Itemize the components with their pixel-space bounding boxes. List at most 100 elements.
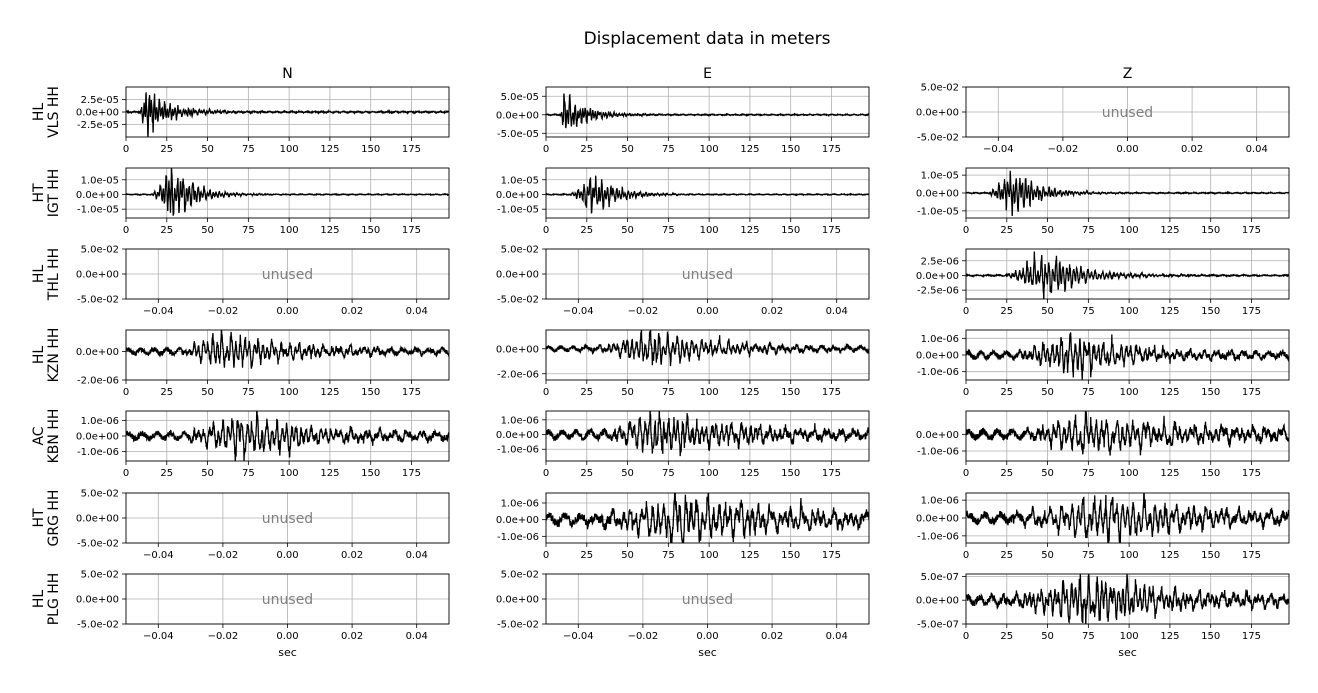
x-tick-label: 50 — [621, 387, 634, 398]
x-tick-label: 0.04 — [1246, 144, 1268, 155]
panel-r6-c2: 0 25 50 75 100 125 150 175 5.0e-07 0.0e+00 -5.0e-0… — [916, 572, 1290, 659]
row-station-label: PLG HH — [46, 573, 62, 626]
y-tick-label: 1.0e-06 — [501, 415, 539, 426]
x-tick-label: 25 — [160, 387, 173, 398]
row-label-3: HL KZN HH — [31, 328, 62, 383]
x-tick-label: 150 — [1201, 225, 1220, 236]
axes-frame — [125, 329, 450, 381]
x-tick-label: 0.00 — [276, 631, 298, 642]
x-tick-label: 100 — [1120, 225, 1139, 236]
x-tick-label: 150 — [781, 550, 800, 561]
panel-r4-c2: 0 25 50 75 100 125 150 175 0.0e+00 -1.0e-06 — [916, 410, 1290, 479]
x-tick-label: 0.00 — [696, 306, 718, 317]
x-tick-label: 125 — [320, 387, 339, 398]
x-tick-label: 50 — [201, 387, 214, 398]
x-tick-label: 0 — [543, 225, 549, 236]
x-tick-label: 150 — [781, 144, 800, 155]
waveform-trace — [126, 330, 449, 369]
panel-r0-c2: unused −0.04 −0.02 0.00 0.02 0.04 5.0e-02 0.0e+… — [916, 83, 1290, 155]
panel-r0-c0: 0 25 50 75 100 125 150 175 2.5e-05 0.0e+00-2.5e-0… — [76, 86, 450, 155]
row-label-2: HL THL HH — [31, 248, 62, 301]
x-tick-label: 75 — [242, 387, 255, 398]
x-tick-label: 75 — [662, 550, 675, 561]
x-tick-label: 75 — [1082, 468, 1095, 479]
panels: 0 25 50 75 100 125 150 1752.5e-050.0e+00-2.5e-0… — [76, 83, 1290, 659]
y-tick-label: 5.0e-02 — [81, 570, 119, 581]
waveform-trace — [546, 175, 869, 214]
x-tick-label: 25 — [1000, 306, 1013, 317]
y-tick-label: 0.0e+00 — [496, 595, 539, 606]
y-tick-label: -1.0e-06 — [497, 532, 539, 543]
waveform-trace — [126, 168, 449, 216]
x-tick-label: −0.02 — [628, 631, 659, 642]
y-tick-label: -5.0e-02 — [497, 295, 539, 306]
x-tick-label: 150 — [361, 468, 380, 479]
x-tick-label: 150 — [781, 387, 800, 398]
x-tick-label: 50 — [621, 225, 634, 236]
x-tick-label: 0 — [543, 144, 549, 155]
row-label-1: HT IGT HH — [31, 169, 62, 218]
y-tick-label: 0.0e+00 — [76, 595, 119, 606]
x-tick-label: −0.02 — [208, 550, 239, 561]
x-tick-label: 175 — [1242, 468, 1261, 479]
x-tick-label: 125 — [1160, 631, 1179, 642]
panel-r5-c2: 0 25 50 75 100 125 150 175 1.0e-06 0.0e+00 -1.0e-0… — [916, 492, 1290, 561]
y-tick-label: -5.0e-02 — [77, 620, 119, 631]
x-tick-label: 175 — [1242, 550, 1261, 561]
x-tick-label: 50 — [1041, 468, 1054, 479]
x-tick-label: 175 — [1242, 306, 1261, 317]
axes-frame — [545, 410, 870, 462]
x-tick-label: 150 — [1201, 306, 1220, 317]
x-tick-label: 125 — [1160, 550, 1179, 561]
waveform-trace — [126, 92, 449, 137]
y-tick-label: -1.0e-06 — [917, 447, 959, 458]
y-tick-label: 0.0e+00 — [496, 110, 539, 121]
y-tick-label: 0.0e+00 — [76, 270, 119, 281]
y-tick-label: 0.0e+00 — [496, 344, 539, 355]
x-tick-label: 100 — [700, 225, 719, 236]
panel-r1-c1: 0 25 50 75 100 125 150 175 1.0e-05 0.0e+00 -1.0e-0… — [496, 167, 870, 236]
x-tick-label: 25 — [580, 144, 593, 155]
x-tick-label: 0 — [543, 468, 549, 479]
x-tick-label: 25 — [580, 550, 593, 561]
x-tick-label: 125 — [320, 225, 339, 236]
x-tick-label: 0.04 — [406, 550, 428, 561]
x-tick-label: 125 — [1160, 225, 1179, 236]
x-tick-label: 25 — [1000, 468, 1013, 479]
x-tick-label: 125 — [740, 387, 759, 398]
y-tick-label: 0.0e+00 — [76, 190, 119, 201]
x-tick-label: −0.04 — [143, 306, 174, 317]
y-tick-label: -2.0e-06 — [77, 376, 119, 387]
x-tick-label: 150 — [1201, 550, 1220, 561]
unused-label: unused — [262, 511, 313, 527]
y-tick-label: -1.0e-06 — [497, 445, 539, 456]
y-tick-label: -1.0e-06 — [917, 531, 959, 542]
x-tick-label: 75 — [1082, 225, 1095, 236]
x-tick-label: 25 — [160, 468, 173, 479]
x-tick-label: 175 — [1242, 631, 1261, 642]
x-tick-label: 25 — [580, 225, 593, 236]
x-tick-label: 75 — [1082, 306, 1095, 317]
row-label-0: HL VLS HH — [31, 86, 62, 138]
y-tick-label: 1.0e-06 — [81, 416, 119, 427]
x-tick-label: 125 — [740, 225, 759, 236]
x-tick-label: 150 — [361, 387, 380, 398]
unused-label: unused — [262, 267, 313, 283]
row-station-label: VLS HH — [46, 86, 62, 138]
x-tick-label: 150 — [1201, 387, 1220, 398]
unused-label: unused — [682, 267, 733, 283]
x-tick-label: 100 — [1120, 387, 1139, 398]
column-title-n: N — [282, 66, 292, 82]
row-network-label: HT — [31, 508, 47, 528]
x-tick-label: 0 — [963, 631, 969, 642]
panel-r1-c2: 0 25 50 75 100 125 150 175 1.0e-05 0.0e+00 -1.0e-0… — [916, 167, 1290, 236]
unused-label: unused — [1102, 105, 1153, 121]
x-tick-label: 150 — [781, 225, 800, 236]
panel-r3-c2: 0 25 50 75 100 125 150 175 1.0e-06 0.0e+00 -1.0e-0… — [916, 329, 1290, 398]
panel-r5-c1: 0 25 50 75 100 125 150 175 1.0e-06 0.0e+00 -1.0e-0… — [496, 492, 870, 561]
waveform-trace — [546, 93, 869, 129]
x-tick-label: 25 — [580, 387, 593, 398]
figure-title: Displacement data in meters — [584, 29, 831, 49]
x-tick-label: −0.04 — [983, 144, 1014, 155]
